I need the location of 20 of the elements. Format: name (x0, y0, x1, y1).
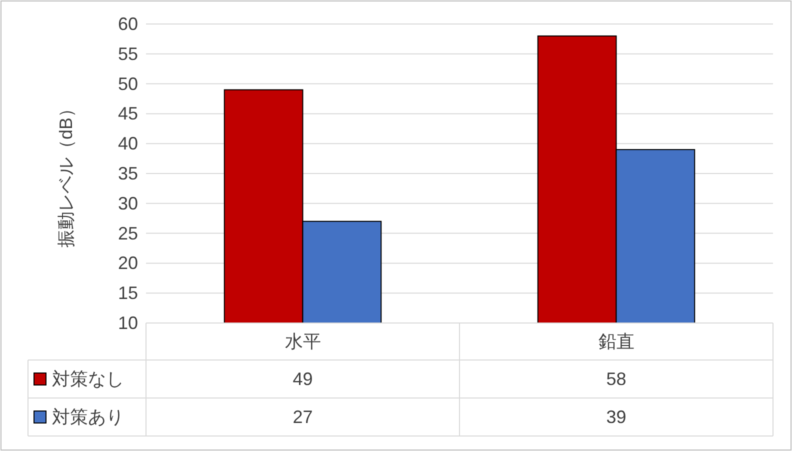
x-tick-label: 鉛直 (598, 332, 634, 352)
y-tick-label: 45 (118, 104, 138, 124)
y-tick-label: 30 (118, 193, 138, 214)
x-tick-label: 水平 (284, 332, 321, 352)
y-tick-label: 50 (118, 74, 138, 94)
legend-label: 対策あり (52, 407, 124, 427)
y-axis-title: 振動レベル（dB） (56, 99, 76, 248)
data-label: 58 (606, 369, 626, 389)
y-tick-label: 60 (118, 14, 138, 34)
y-tick-label: 10 (118, 313, 138, 333)
y-tick-label: 15 (118, 283, 138, 304)
data-label: 49 (292, 369, 313, 389)
legend-label: 対策なし (52, 369, 124, 389)
y-tick-label: 35 (118, 164, 138, 184)
y-tick-label: 55 (118, 44, 138, 64)
y-tick-label: 25 (118, 223, 138, 244)
y-tick-label: 40 (118, 134, 138, 154)
data-label: 39 (606, 407, 626, 427)
y-tick-label: 20 (118, 253, 138, 274)
data-label: 27 (292, 407, 313, 427)
